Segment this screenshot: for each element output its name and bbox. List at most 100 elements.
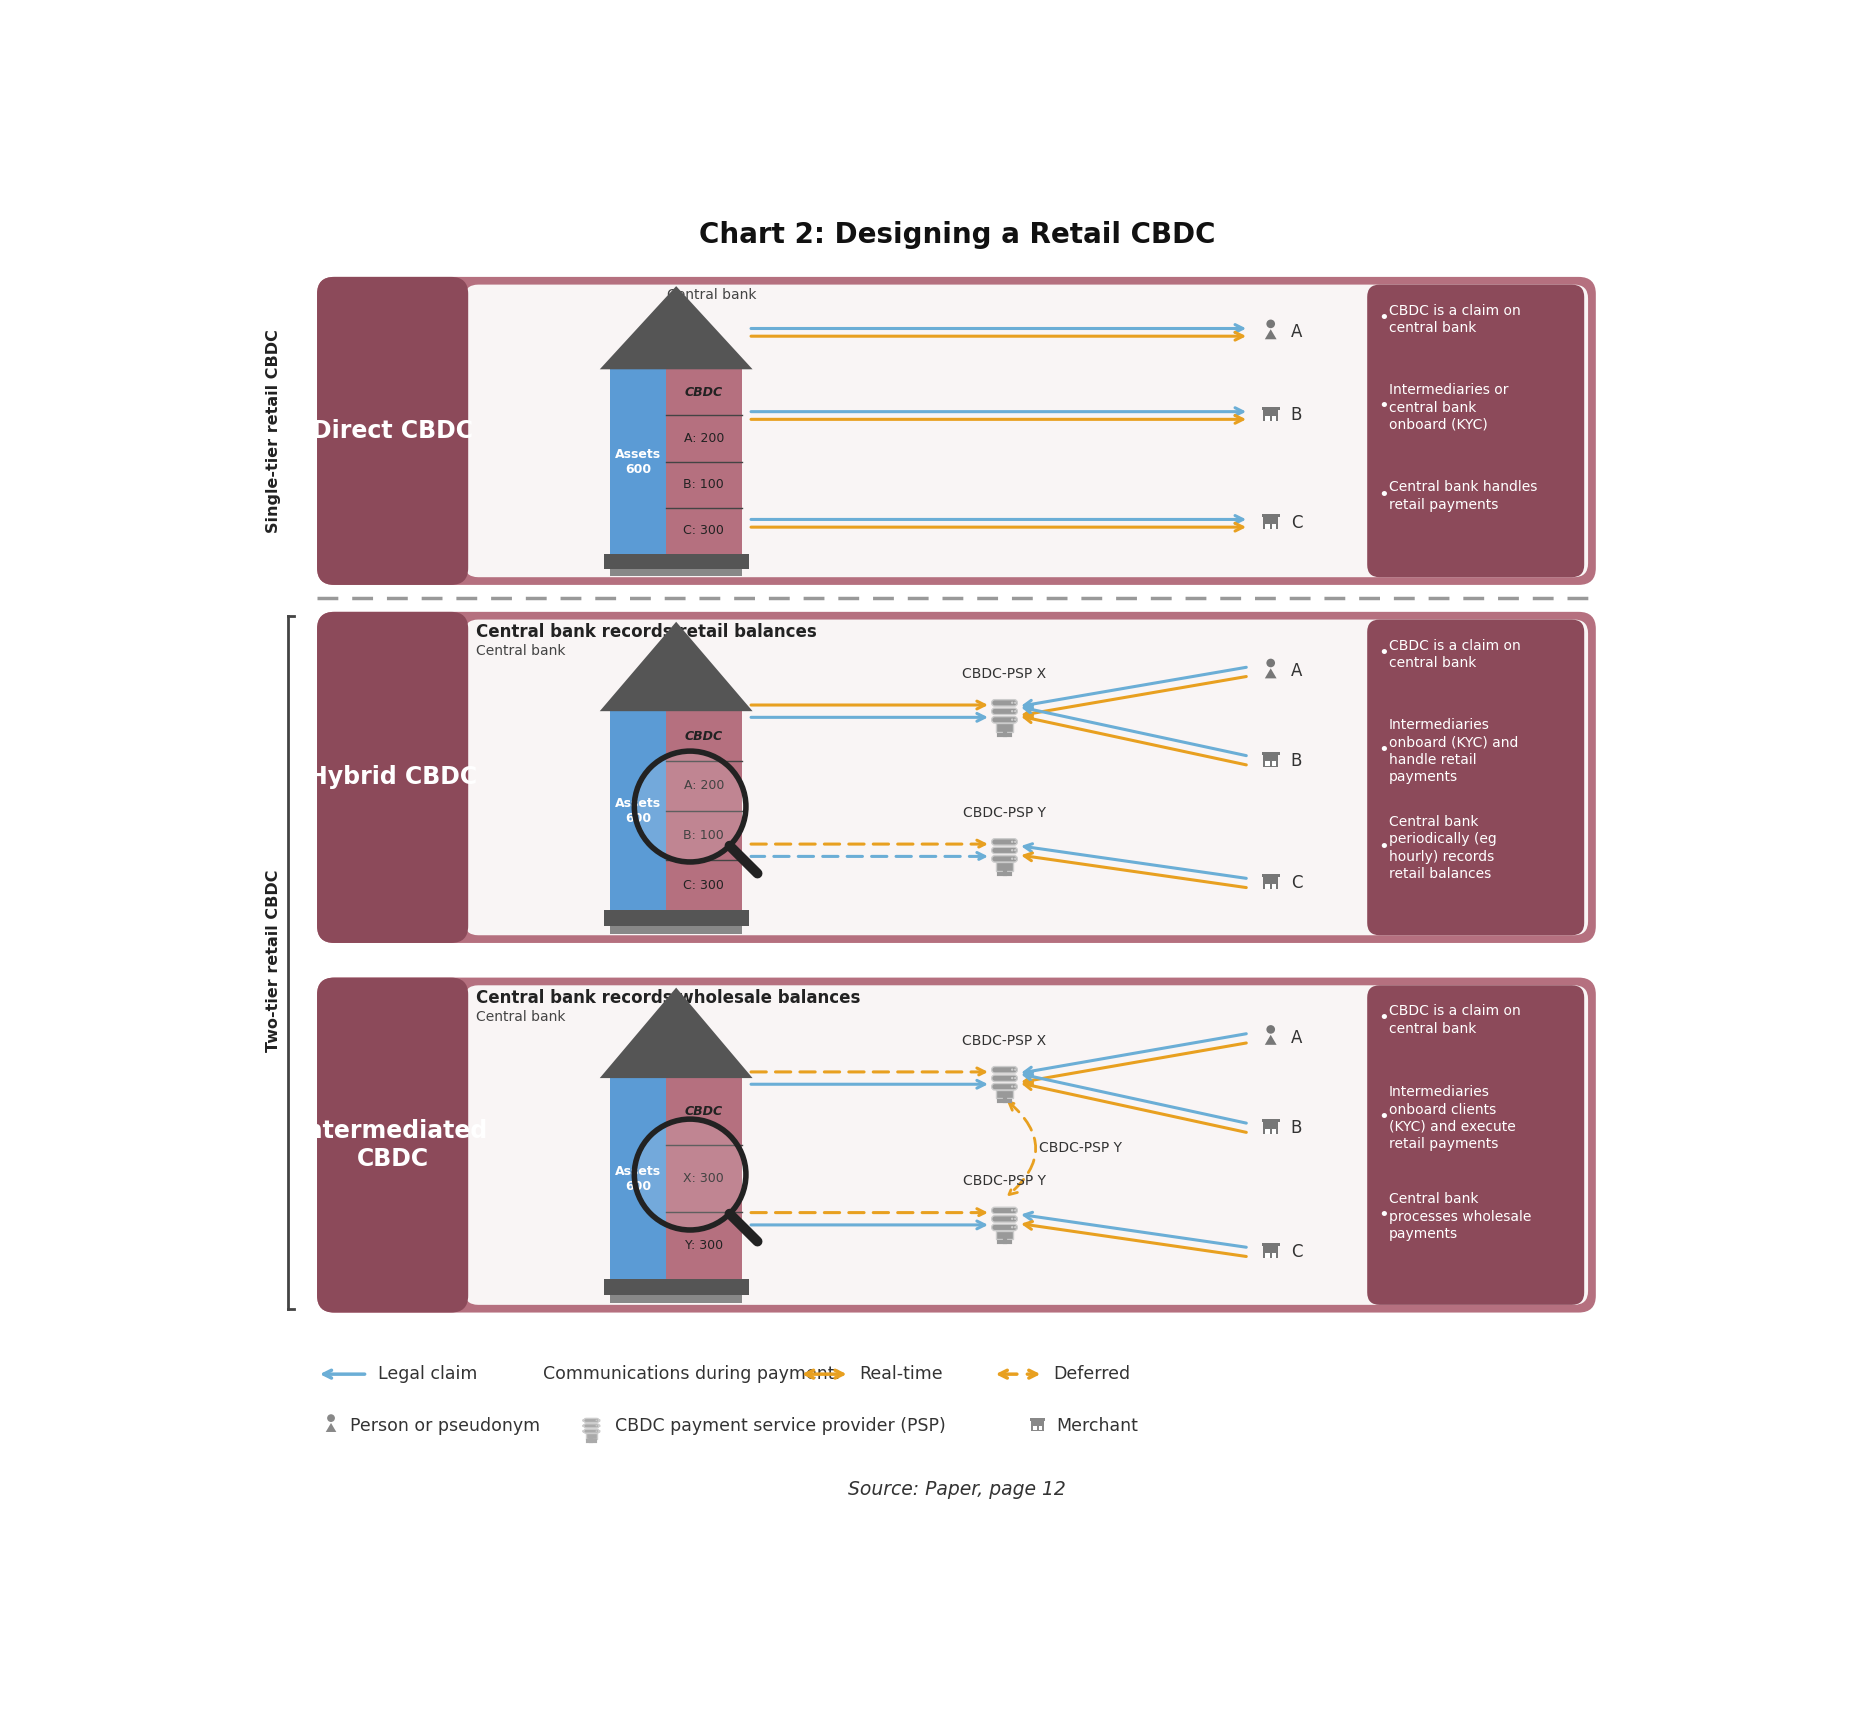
Polygon shape	[599, 285, 752, 368]
Circle shape	[1010, 1209, 1014, 1211]
Text: Central bank records wholesale balances: Central bank records wholesale balances	[476, 990, 861, 1007]
Circle shape	[1010, 858, 1014, 860]
Polygon shape	[1264, 1035, 1277, 1045]
Text: Single-tier retail CBDC: Single-tier retail CBDC	[267, 329, 282, 533]
FancyBboxPatch shape	[465, 619, 1589, 936]
Circle shape	[1014, 1076, 1016, 1080]
Circle shape	[1014, 1227, 1016, 1228]
Text: •: •	[1378, 486, 1389, 503]
Polygon shape	[1264, 668, 1277, 678]
Circle shape	[1014, 1069, 1016, 1071]
Bar	[1038, 1426, 1042, 1431]
FancyBboxPatch shape	[991, 839, 1018, 846]
Polygon shape	[325, 1424, 336, 1432]
FancyBboxPatch shape	[991, 708, 1018, 714]
Text: C: C	[1290, 1244, 1303, 1261]
Text: CBDC is a claim on
central bank: CBDC is a claim on central bank	[1389, 638, 1520, 670]
Text: B: B	[1290, 753, 1303, 770]
Circle shape	[1014, 1085, 1016, 1088]
Text: Deferred: Deferred	[1053, 1365, 1130, 1384]
Text: CBDC-PSP X: CBDC-PSP X	[962, 1035, 1047, 1048]
Circle shape	[1014, 702, 1016, 704]
Circle shape	[635, 751, 747, 862]
FancyBboxPatch shape	[317, 277, 469, 585]
Bar	[1266, 524, 1270, 529]
Text: B: B	[1290, 1119, 1303, 1137]
Circle shape	[1014, 849, 1016, 851]
Circle shape	[1266, 320, 1275, 329]
Text: B: 100: B: 100	[683, 829, 724, 843]
Text: •: •	[1378, 837, 1389, 856]
Bar	[611, 1078, 667, 1278]
Circle shape	[635, 1119, 747, 1230]
Bar	[1031, 1419, 1046, 1420]
Text: Legal claim: Legal claim	[377, 1365, 476, 1384]
Polygon shape	[599, 621, 752, 711]
Text: •: •	[1378, 644, 1389, 661]
FancyBboxPatch shape	[583, 1429, 599, 1432]
Text: CBDC: CBDC	[685, 730, 723, 742]
Text: B: 100: B: 100	[683, 477, 724, 491]
Text: Intermediaries or
central bank
onboard (KYC): Intermediaries or central bank onboard (…	[1389, 384, 1509, 432]
Bar	[1271, 884, 1275, 889]
Bar	[1264, 1246, 1279, 1258]
Text: Real-time: Real-time	[859, 1365, 943, 1384]
Bar	[1266, 884, 1270, 889]
Text: Assets
600: Assets 600	[614, 448, 661, 476]
Text: CBDC-PSP X: CBDC-PSP X	[962, 666, 1047, 682]
Circle shape	[327, 1413, 334, 1422]
FancyBboxPatch shape	[991, 1208, 1018, 1214]
Bar	[995, 1230, 1014, 1239]
FancyBboxPatch shape	[583, 1424, 599, 1427]
Circle shape	[1010, 841, 1014, 843]
Text: Central bank
processes wholesale
payments: Central bank processes wholesale payment…	[1389, 1192, 1531, 1240]
Text: C: C	[1290, 874, 1303, 893]
FancyBboxPatch shape	[583, 1419, 599, 1422]
FancyBboxPatch shape	[1367, 285, 1585, 578]
Text: Central bank: Central bank	[476, 644, 566, 657]
Bar	[1262, 1119, 1281, 1123]
Text: Y: 300: Y: 300	[685, 1239, 723, 1253]
Circle shape	[1010, 718, 1014, 721]
FancyBboxPatch shape	[991, 716, 1018, 723]
Bar	[1266, 761, 1270, 766]
FancyBboxPatch shape	[991, 1216, 1018, 1221]
Text: B: B	[1290, 407, 1303, 424]
Bar	[1266, 1130, 1270, 1133]
Text: Merchant: Merchant	[1057, 1417, 1139, 1434]
Circle shape	[1010, 702, 1014, 704]
FancyBboxPatch shape	[317, 977, 1596, 1313]
Text: •: •	[1378, 1107, 1389, 1126]
Bar	[995, 1090, 1014, 1099]
FancyBboxPatch shape	[1367, 986, 1585, 1304]
FancyBboxPatch shape	[991, 1067, 1018, 1073]
Bar	[1266, 417, 1270, 420]
Bar	[1262, 1244, 1281, 1246]
Bar	[611, 569, 741, 576]
Bar	[667, 711, 741, 910]
Bar	[586, 1432, 597, 1439]
FancyBboxPatch shape	[465, 986, 1589, 1304]
Bar	[1262, 514, 1281, 517]
Text: Intermediaries
onboard clients
(KYC) and execute
retail payments: Intermediaries onboard clients (KYC) and…	[1389, 1085, 1516, 1150]
Polygon shape	[1264, 329, 1277, 339]
Text: Central bank: Central bank	[667, 289, 756, 303]
Circle shape	[1014, 1218, 1016, 1220]
Text: CBDC: CBDC	[685, 1105, 723, 1118]
Bar	[1264, 1123, 1279, 1135]
FancyBboxPatch shape	[317, 612, 1596, 943]
Text: A: A	[1290, 1029, 1303, 1047]
Text: CBDC-PSP Y: CBDC-PSP Y	[963, 1175, 1046, 1189]
Bar	[1266, 1253, 1270, 1258]
Bar	[1264, 410, 1279, 422]
Text: C: C	[1290, 514, 1303, 533]
Text: Person or pseudonym: Person or pseudonym	[349, 1417, 540, 1434]
Bar	[1271, 1253, 1275, 1258]
Bar	[611, 926, 741, 934]
Bar	[603, 554, 749, 569]
Bar	[667, 368, 741, 554]
Text: X: 300: X: 300	[683, 1171, 724, 1185]
FancyBboxPatch shape	[465, 285, 1589, 578]
Text: CBDC payment service provider (PSP): CBDC payment service provider (PSP)	[614, 1417, 945, 1434]
Circle shape	[1010, 1085, 1014, 1088]
